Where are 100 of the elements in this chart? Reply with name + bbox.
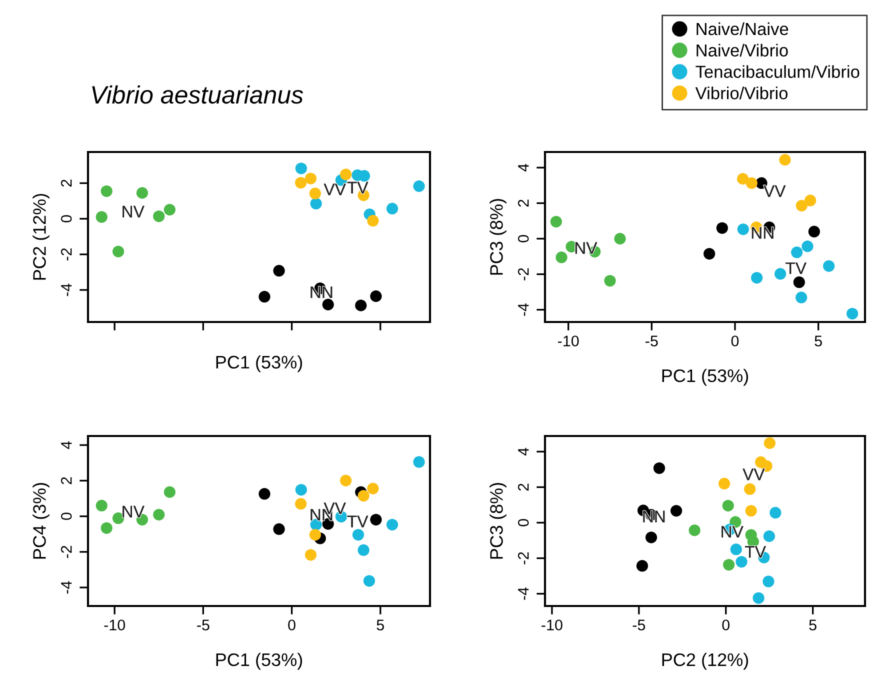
point [808,226,820,238]
point [258,290,270,303]
annotation: TV [347,182,368,194]
point [716,222,728,234]
point [723,558,735,571]
point [273,523,285,535]
legend-label: Naive/Naive [696,22,788,36]
y-axis-title: PC3 (8%) [490,482,506,559]
point [153,508,165,520]
point [164,486,176,498]
point [310,198,322,210]
y-tick-label: 0 [518,519,529,526]
x-tick-label: 5 [809,620,816,630]
y-tick-label: -2 [60,546,72,558]
x-tick-label: -5 [197,620,210,630]
point [636,560,648,572]
x-tick-label: 0 [731,336,739,346]
point [309,528,321,541]
x-tick-label: 5 [376,620,384,630]
point [112,512,124,524]
point [796,200,808,212]
point [737,173,749,185]
point [370,514,382,526]
y-tick-label: -4 [61,284,72,296]
annotation: NN [643,510,665,522]
x-axis-title: PC1 (53%) [216,355,302,372]
point [653,462,666,474]
point [100,185,112,197]
point [645,532,658,544]
point [745,504,757,517]
point [802,240,814,252]
y-tick-label: 4 [518,448,529,456]
point [688,524,700,536]
y-tick-label: 2 [518,200,529,207]
point [153,210,165,222]
point [309,188,321,200]
annotation: NN [310,286,332,298]
y-tick-label: 4 [61,441,72,449]
point [112,246,124,258]
point [556,252,568,264]
y-tick-label: -4 [518,303,529,316]
point [100,522,112,534]
point [358,544,370,556]
point [722,500,734,512]
x-tick-label: -10 [104,620,126,630]
x-tick-label: -5 [646,336,658,346]
y-tick-label: -2 [518,268,529,280]
point [340,474,352,486]
point [550,216,562,228]
point [96,500,108,512]
point [273,264,285,277]
point [358,490,370,502]
point [386,202,398,214]
annotation: NV [122,506,144,518]
y-tick-label: 0 [518,235,529,242]
point [413,180,425,192]
point [744,483,756,495]
annotation: TV [786,262,806,274]
annotation: TV [347,516,368,528]
x-tick-label: 0 [288,620,296,630]
point [770,506,782,519]
point [386,518,398,530]
x-tick-label: -10 [542,620,562,630]
y-tick-label: -4 [61,581,72,594]
x-tick-label: 0 [722,620,730,630]
point [352,528,364,541]
point [737,223,749,236]
y-tick-label: 0 [60,215,72,222]
annotation: TV [745,546,766,558]
point [340,168,352,180]
x-tick-label: -5 [632,620,646,630]
point [295,484,307,496]
point [258,488,270,500]
point [370,290,382,302]
point [796,292,808,304]
point [96,211,108,223]
point [295,162,307,174]
point [823,260,835,272]
x-axis-title: PC2 (12%) [662,652,748,670]
legend-label: Naive/Vibrio [696,44,788,57]
point [304,172,317,184]
point [670,504,682,517]
point [363,575,376,587]
point [751,272,763,284]
point [355,300,367,312]
point [322,298,334,310]
annotation: NV [122,206,144,218]
point [730,544,742,556]
point [295,176,307,189]
point [704,248,716,260]
annotation: VV [742,468,765,480]
y-tick-label: 2 [518,484,529,491]
point [763,530,775,542]
point [746,177,758,189]
point [804,194,816,206]
point [304,549,317,561]
y-tick-label: 0 [60,512,72,520]
point [752,592,764,604]
chart-title: Vibrio aestuarianus [92,85,304,104]
point [136,187,148,199]
